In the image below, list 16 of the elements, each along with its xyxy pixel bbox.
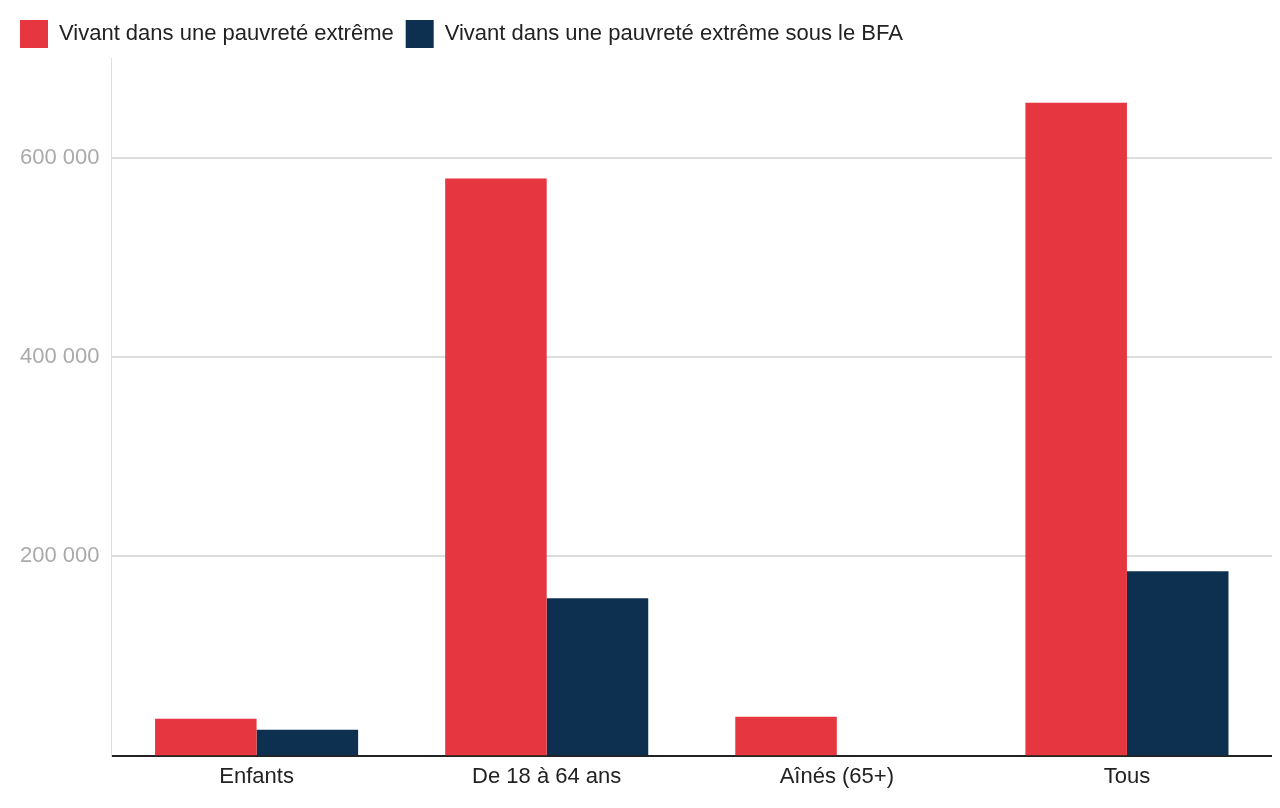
x-tick-label: Enfants: [219, 762, 294, 788]
bar: [1126, 571, 1229, 756]
bar: [445, 178, 547, 756]
y-tick-label: 400 000: [19, 343, 100, 369]
y-tick-label: 200 000: [19, 542, 100, 568]
bar: [1025, 102, 1127, 756]
x-tick-label: Tous: [1103, 762, 1151, 788]
bar: [735, 716, 837, 756]
x-tick-label: De 18 à 64 ans: [472, 762, 622, 788]
bar: [546, 598, 649, 756]
x-tick-label: Aînés (65+): [779, 762, 894, 788]
legend-label: Vivant dans une pauvreté extrême sous le BFA: [444, 20, 904, 46]
legend-label: Vivant dans une pauvreté extrême: [59, 20, 394, 46]
bar: [155, 718, 257, 756]
bar: [256, 729, 359, 756]
y-tick-label: 600 000: [19, 143, 100, 169]
